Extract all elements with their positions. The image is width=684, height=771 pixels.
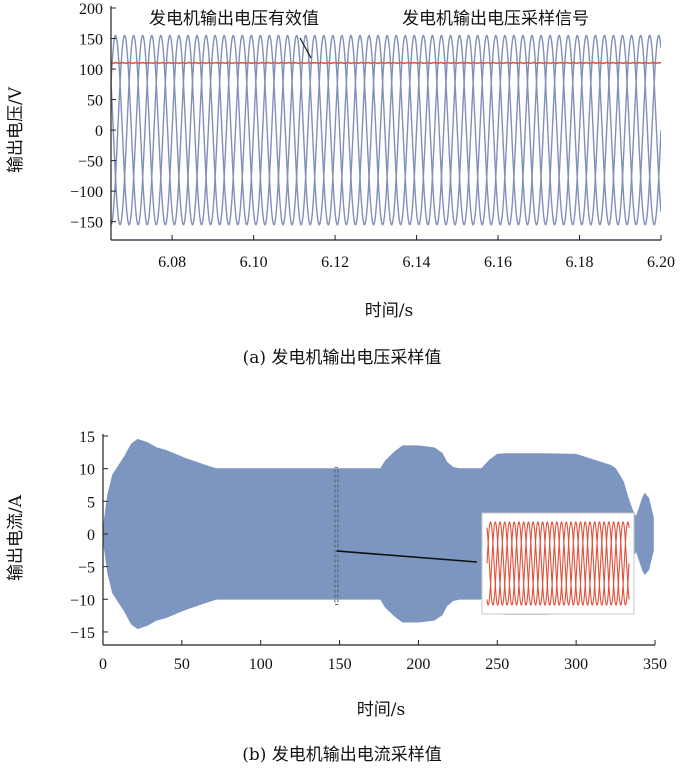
voltage-x-tick-label: 6.16 (484, 254, 512, 271)
voltage-plot-area (111, 34, 661, 226)
current-x-ticks: 0 50 100 150 200 250 300 350 (99, 640, 667, 673)
voltage-y-tick-label: 150 (79, 32, 103, 49)
voltage-y-label: 输出电压/V (6, 86, 26, 173)
voltage-x-tick-label: 6.12 (321, 254, 349, 271)
voltage-x-tick-label: 6.10 (240, 254, 268, 271)
current-caption: (b) 发电机输出电流采样值 (242, 745, 442, 765)
voltage-x-tick-label: 6.20 (647, 254, 675, 271)
current-y-tick-label: 10 (79, 462, 95, 479)
voltage-x-tick-label: 6.18 (566, 254, 594, 271)
zoom-marker-box (334, 466, 339, 605)
current-x-tick-label: 250 (485, 656, 509, 673)
current-x-tick-label: 350 (643, 656, 667, 673)
current-x-tick-label: 50 (174, 656, 190, 673)
current-chart: −15 −10 −5 0 5 10 15 0 50 100 150 200 250 300 350 输出电… (6, 429, 667, 765)
voltage-phase-3-line (111, 34, 661, 226)
voltage-y-ticks: −150 −100 −50 0 50 100 150 200 (70, 1, 116, 232)
annotation-pointer (299, 37, 312, 59)
voltage-y-tick-label: −150 (70, 215, 103, 232)
current-y-tick-label: 0 (87, 527, 95, 544)
current-axes (102, 434, 655, 646)
current-y-ticks: −15 −10 −5 0 5 10 15 (70, 429, 108, 642)
current-y-tick-label: 15 (79, 429, 95, 446)
voltage-y-tick-label: 50 (87, 93, 103, 110)
current-y-tick-label: −15 (70, 625, 95, 642)
voltage-phase-2-line (111, 34, 661, 226)
voltage-series-group (111, 34, 661, 226)
inset-phase-2-wave (486, 521, 630, 606)
voltage-x-tick-label: 6.14 (403, 254, 431, 271)
voltage-y-tick-label: 200 (79, 1, 103, 18)
voltage-x-label: 时间/s (365, 301, 413, 321)
voltage-y-tick-label: −50 (78, 154, 103, 171)
rms-annotation: 发电机输出电压有效值 (149, 9, 319, 29)
current-y-tick-label: 5 (87, 494, 95, 511)
current-x-tick-label: 0 (99, 656, 107, 673)
voltage-caption: (a) 发电机输出电压采样值 (243, 348, 442, 368)
current-x-label: 时间/s (357, 700, 405, 720)
current-y-label: 输出电流/A (6, 494, 26, 581)
voltage-y-tick-label: 0 (95, 123, 103, 140)
current-x-tick-label: 100 (249, 656, 273, 673)
current-x-tick-label: 200 (406, 656, 430, 673)
voltage-rms-line (111, 61, 661, 65)
voltage-axes (110, 6, 661, 241)
voltage-y-tick-label: −100 (70, 184, 103, 201)
voltage-chart: −150 −100 −50 0 50 100 150 200 6.08 6.10 6.12 6.14… (6, 1, 675, 368)
inset-phase-3-wave (486, 521, 630, 606)
current-y-tick-label: −10 (70, 592, 95, 609)
voltage-y-tick-label: 100 (79, 62, 103, 79)
zoom-leader-line (336, 550, 478, 563)
voltage-x-ticks: 6.08 6.10 6.12 6.14 6.16 6.18 6.20 (158, 235, 675, 271)
zoom-inset (334, 466, 635, 615)
voltage-x-tick-label: 6.08 (158, 254, 186, 271)
current-x-tick-label: 150 (328, 656, 352, 673)
sample-annotation: 发电机输出电压采样信号 (402, 9, 589, 29)
current-y-tick-label: −5 (78, 560, 95, 577)
inset-phase-1-wave (486, 521, 630, 606)
current-x-tick-label: 300 (564, 656, 588, 673)
